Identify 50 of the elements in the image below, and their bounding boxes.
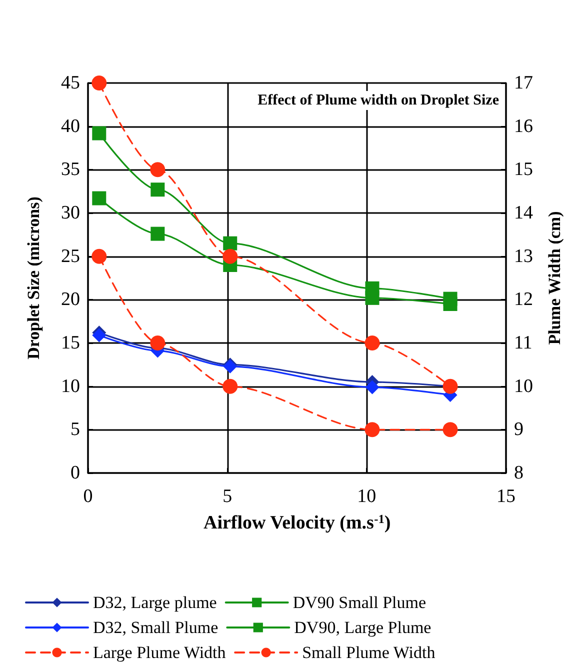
y-tick-label: 5 — [70, 419, 80, 440]
x-tick-label: 5 — [222, 486, 232, 507]
y2-tick-label: 9 — [514, 419, 524, 440]
y-tick-label: 20 — [61, 289, 80, 310]
point — [443, 292, 458, 306]
y-tick-label: 45 — [61, 72, 80, 94]
y-tick-label: 25 — [61, 246, 80, 267]
point — [150, 182, 165, 197]
y-tick-label: 10 — [61, 376, 80, 397]
point — [92, 191, 106, 206]
x-tick-label: 15 — [496, 486, 516, 507]
y-tick-label: 35 — [61, 159, 80, 180]
legend-label: Small Plume Width — [302, 643, 436, 662]
y2-tick-label: 8 — [514, 462, 524, 484]
y-axis-title: Droplet Size (microns) — [24, 196, 43, 360]
x-tick-label: 10 — [357, 486, 376, 507]
point — [222, 378, 238, 394]
y2-tick-label: 12 — [514, 289, 533, 310]
y-tick-label: 15 — [61, 332, 80, 354]
point — [365, 380, 380, 394]
y2-axis-title: Plume Width (cm) — [545, 211, 564, 345]
point — [92, 248, 107, 264]
legend-label: D32, Large plume — [93, 593, 217, 612]
text: Effect of Plume width on Droplet Size — [258, 92, 500, 108]
y2-tick-label: 10 — [514, 376, 533, 397]
point — [222, 248, 238, 264]
y-tick-label: 40 — [61, 116, 80, 137]
y2-tick-label: 15 — [514, 159, 533, 180]
point — [150, 336, 166, 350]
point — [150, 226, 165, 241]
point — [364, 336, 380, 350]
y2-tick-label: 14 — [514, 202, 534, 224]
legend-label: D32, Small Plume — [93, 618, 218, 637]
point — [364, 422, 380, 438]
point — [442, 422, 458, 438]
legend-label: Large Plume Width — [93, 643, 226, 662]
point — [92, 76, 107, 90]
y-tick-label: 30 — [61, 202, 80, 224]
legend-label: DV90, Large Plume — [294, 618, 432, 637]
point — [150, 162, 166, 178]
point — [223, 236, 238, 250]
legend-label: DV90 Small Plume — [292, 593, 426, 612]
y2-tick-label: 13 — [514, 246, 533, 267]
point — [92, 328, 106, 342]
y-tick-label: 0 — [70, 462, 80, 484]
point — [92, 126, 106, 140]
y2-tick-label: 16 — [514, 116, 533, 137]
y2-tick-label: 17 — [514, 72, 533, 94]
point — [365, 281, 380, 296]
y2-tick-label: 11 — [514, 332, 532, 354]
